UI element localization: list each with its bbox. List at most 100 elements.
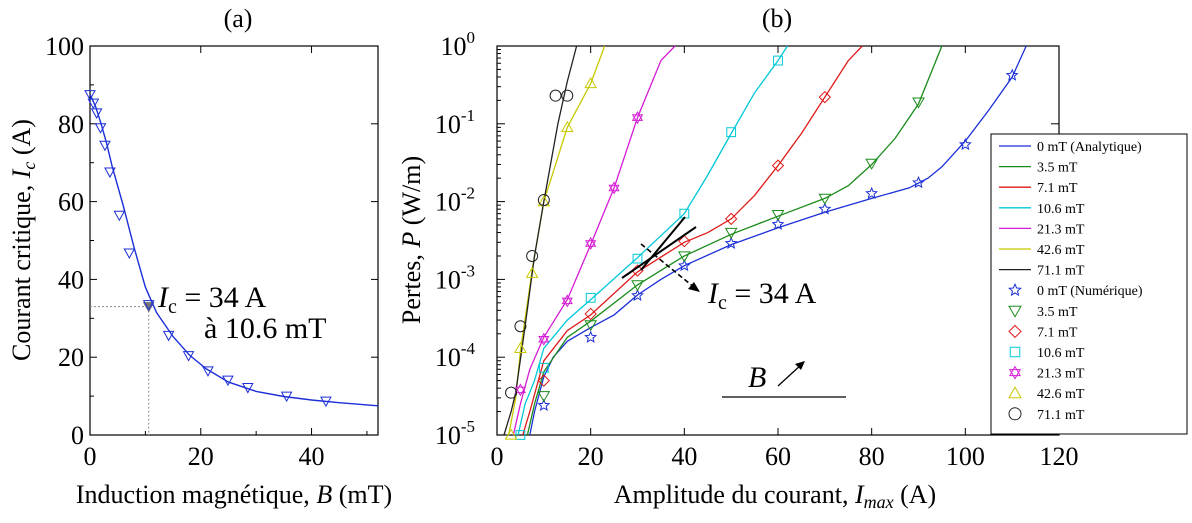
marker-circle	[537, 194, 550, 206]
panel-b-ticks	[496, 45, 1060, 436]
panel-a-marker	[90, 108, 103, 119]
marker-hexagram	[561, 294, 573, 308]
legend-label: 3.5 mT	[1037, 305, 1078, 320]
tangent-line-high	[640, 216, 686, 271]
legend-marker	[1008, 365, 1022, 380]
marker-star	[724, 236, 738, 249]
panel-a-ytick-label: 20	[58, 343, 84, 372]
panel-a-critical-point	[90, 302, 155, 435]
marker-triangle-down	[537, 391, 551, 403]
marker-diamond	[771, 159, 785, 172]
panel-b-ytick-label: 10-3	[435, 261, 475, 294]
panel-a-ytick-label: 40	[58, 265, 84, 294]
marker-triangle-down	[724, 227, 738, 240]
marker-triangle-up	[525, 266, 539, 278]
panel-a-marker	[113, 210, 126, 222]
panel-b-ytick-label: 10-4	[435, 339, 476, 372]
b-field-arrow	[777, 363, 803, 387]
legend-label: 0 mT (Numérique)	[1037, 284, 1143, 299]
marker-star	[818, 202, 832, 215]
marker-triangle-down	[912, 97, 925, 109]
legend-label: 3.5 mT	[1037, 161, 1078, 176]
legend-marker	[1008, 386, 1022, 399]
marker-square	[515, 430, 526, 440]
marker-triangle-up	[514, 341, 527, 353]
marker-star	[1005, 68, 1019, 81]
marker-star	[912, 175, 925, 189]
panel-a-ticks	[89, 45, 378, 436]
panel-b-xtick-label: 60	[765, 442, 791, 471]
marker-triangle-up	[560, 120, 574, 132]
legend-marker	[1008, 282, 1022, 297]
marker-square	[679, 208, 690, 219]
panel-a-xtick-label: 20	[188, 442, 214, 471]
panel-a-marker	[104, 167, 116, 179]
marker-star	[631, 288, 644, 302]
panel-b-xlabel: Amplitude du courant, Imax (A)	[614, 480, 936, 512]
panel-b-annotation: Ic = 34 A	[707, 277, 817, 314]
marker-square	[538, 362, 549, 373]
marker-square	[773, 55, 783, 66]
panel-b-tick-labels: 0 20 40 60 80 100 120 10-5 10-4 10-3 10-2 10-1 100	[435, 28, 1079, 471]
panel-a-xtick-label: 0	[84, 442, 97, 471]
curve-71-1-mt	[503, 45, 578, 436]
panel-b-xtick-label: 120	[1040, 442, 1079, 471]
marker-diamond	[537, 374, 551, 387]
marker-hexagram	[538, 332, 550, 346]
marker-circle	[514, 320, 527, 333]
panel-b-ytick-label: 10-5	[435, 417, 475, 450]
legend: 0 mT (Analytique) 3.5 mT 7.1 mT 10.6 mT 21.3…	[990, 133, 1188, 435]
marker-diamond	[678, 234, 691, 248]
marker-square	[726, 127, 737, 138]
panel-a-marker	[142, 300, 155, 311]
marker-hexagram	[631, 111, 644, 125]
legend-label: 7.1 mT	[1037, 325, 1078, 340]
legend-label: 42.6 mT	[1037, 243, 1085, 258]
curve-3-5-mt	[526, 45, 943, 436]
panel-b-xtick-label: 0	[491, 442, 504, 471]
panel-a-xlabel: Induction magnétique, B (mT)	[76, 480, 392, 509]
tangent-line-low	[621, 226, 697, 279]
panel-b-ylabel: Pertes, P (W/m)	[397, 156, 426, 324]
marker-triangle-down	[865, 158, 879, 170]
panel-a-marker	[84, 90, 96, 101]
legend-label: 21.3 mT	[1037, 222, 1085, 237]
panel-b-ytick-label: 100	[441, 28, 476, 61]
marker-triangle-down	[631, 280, 644, 292]
panel-a-markers	[84, 90, 332, 408]
marker-star	[677, 258, 691, 272]
marker-circle	[549, 89, 562, 102]
panel-a-annotation-line1: Ic = 34 A	[157, 281, 267, 318]
legend-label: 42.6 mT	[1037, 387, 1085, 402]
panel-a-marker	[87, 98, 100, 110]
marker-triangle-down	[818, 193, 832, 205]
annotation-arrow	[640, 243, 696, 289]
curve-10-6-mt	[517, 45, 788, 436]
marker-square	[585, 292, 596, 303]
panel-b-xtick-label: 100	[946, 442, 985, 471]
panel-a-marker	[280, 391, 293, 403]
panel-a-annotation-line2: à 10.6 mT	[204, 312, 326, 345]
marker-circle	[526, 250, 539, 262]
panel-a-marker	[320, 396, 332, 408]
panel-a-xtick-label: 40	[299, 442, 325, 471]
legend-marker	[1009, 346, 1021, 358]
b-field-label: B	[748, 361, 766, 394]
panel-a-marker	[162, 330, 175, 342]
annotation-arrowhead	[688, 282, 700, 292]
marker-star	[958, 137, 972, 151]
panel-b-frame	[496, 45, 1060, 436]
panel-b-xtick-label: 40	[671, 442, 697, 471]
marker-square	[632, 253, 643, 264]
panel-a-marker	[202, 366, 214, 377]
marker-circle	[561, 89, 574, 102]
legend-label: 21.3 mT	[1037, 367, 1085, 382]
panel-b-ytick-label: 10-1	[435, 106, 475, 139]
curve-7-1-mt	[522, 45, 863, 436]
marker-triangle-down	[771, 210, 785, 222]
marker-diamond	[724, 212, 738, 226]
panel-a-ytick-label: 60	[58, 188, 84, 217]
marker-triangle-up	[584, 76, 598, 89]
panel-a-ytick-label: 0	[71, 421, 84, 450]
panel-b: (b) 0 20 40 60 80 100 120 10-5 10-4 10-3 10-2 10-1 1…	[397, 4, 1188, 512]
